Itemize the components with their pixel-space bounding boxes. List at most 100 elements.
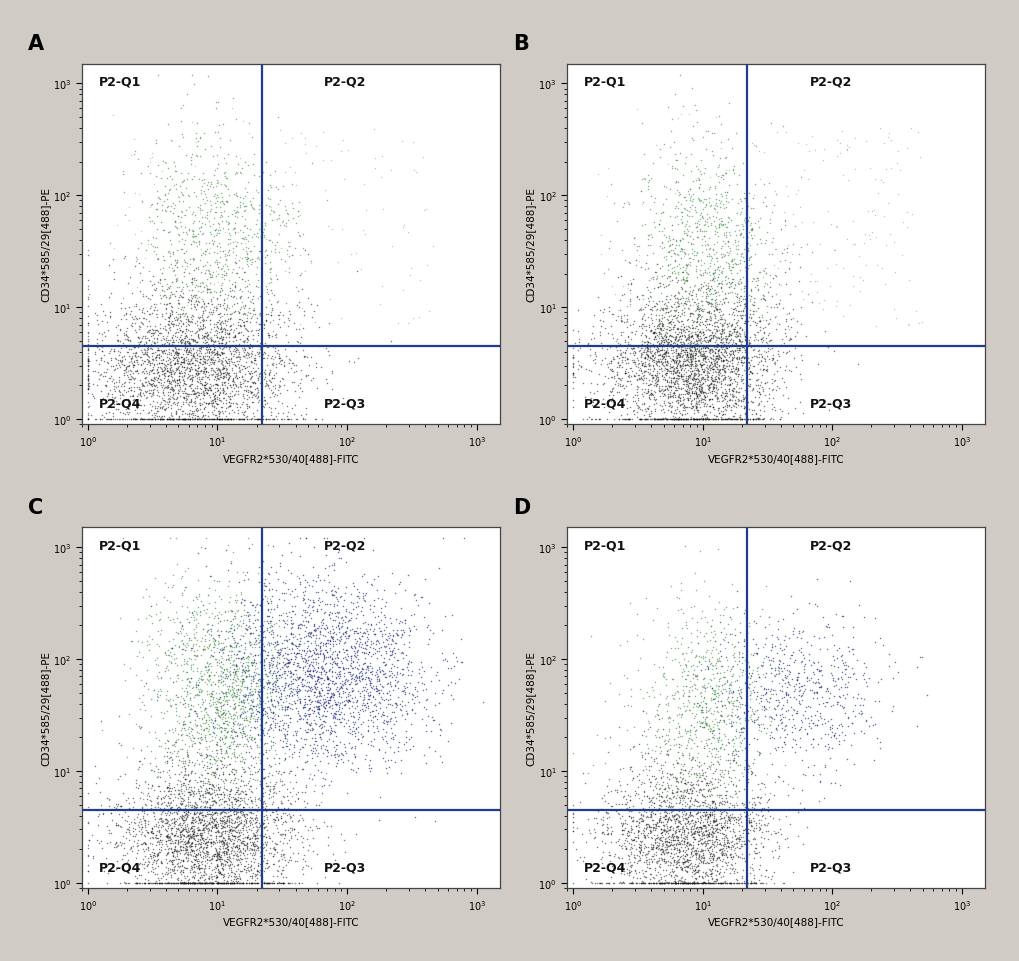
Point [154, 814, 170, 829]
Point [175, 379, 192, 394]
Point [686, 825, 702, 841]
Point [754, 839, 770, 854]
Point [231, 814, 248, 829]
Point [711, 836, 728, 851]
Point [170, 727, 186, 742]
Point [338, 620, 355, 635]
Point [345, 639, 362, 654]
Point [202, 798, 218, 813]
Point [185, 169, 202, 185]
Point [747, 315, 763, 331]
Point [661, 357, 678, 373]
Point [696, 684, 712, 700]
Point [743, 201, 759, 216]
Point [686, 688, 702, 703]
Point [667, 790, 684, 805]
Point [671, 719, 687, 734]
Point [261, 743, 277, 758]
Point [420, 631, 436, 647]
Point [705, 813, 721, 828]
Point [261, 729, 277, 745]
Point [221, 624, 237, 639]
Point [653, 269, 669, 284]
Point [212, 281, 228, 296]
Point [330, 752, 346, 768]
Point [756, 701, 772, 716]
Point [169, 402, 185, 417]
Point [811, 679, 827, 695]
Point [128, 253, 145, 268]
Point [747, 816, 763, 831]
Point [277, 702, 293, 718]
Point [216, 794, 232, 809]
Point [243, 778, 259, 794]
Point [812, 679, 828, 695]
Point [639, 168, 655, 184]
Point [195, 370, 211, 385]
Point [675, 801, 691, 817]
Point [631, 368, 647, 383]
Point [167, 215, 183, 231]
Point [719, 678, 736, 693]
Point [214, 706, 230, 722]
Point [161, 314, 177, 330]
Point [284, 750, 301, 765]
Point [152, 412, 168, 428]
Point [690, 844, 706, 859]
Point [322, 681, 338, 697]
Point [185, 730, 202, 746]
Point [700, 810, 716, 825]
Point [181, 345, 198, 360]
Point [235, 265, 252, 281]
Point [717, 848, 734, 863]
Point [318, 743, 334, 758]
Point [642, 825, 658, 840]
Point [773, 643, 790, 658]
Point [205, 875, 221, 891]
Point [205, 303, 221, 318]
Point [666, 330, 683, 345]
Point [677, 830, 693, 846]
Point [680, 875, 696, 891]
Point [182, 343, 199, 358]
Point [237, 664, 254, 679]
Point [661, 820, 678, 835]
Point [703, 829, 719, 845]
Point [150, 384, 166, 400]
Point [217, 730, 233, 746]
Point [209, 410, 225, 426]
Point [285, 628, 302, 643]
Point [249, 750, 265, 765]
Point [254, 624, 270, 639]
Point [733, 311, 749, 327]
Point [116, 812, 132, 827]
Point [363, 680, 379, 696]
Point [422, 674, 438, 689]
Point [643, 812, 659, 827]
Point [174, 306, 191, 321]
Point [678, 365, 694, 381]
Point [355, 704, 371, 720]
Point [288, 684, 305, 700]
Point [317, 708, 333, 724]
Point [705, 630, 721, 646]
Point [255, 351, 271, 366]
Point [192, 279, 208, 294]
Point [183, 783, 200, 799]
Point [259, 377, 275, 392]
Point [226, 388, 243, 404]
Point [709, 342, 726, 357]
Point [654, 412, 671, 428]
Point [206, 211, 222, 227]
Point [292, 267, 309, 283]
Point [207, 299, 223, 314]
Point [602, 784, 619, 800]
Point [712, 338, 729, 354]
Point [219, 412, 235, 428]
Point [688, 819, 704, 834]
Point [281, 839, 298, 854]
Point [749, 302, 765, 317]
Point [804, 691, 820, 706]
Point [323, 605, 339, 621]
Point [700, 732, 716, 748]
